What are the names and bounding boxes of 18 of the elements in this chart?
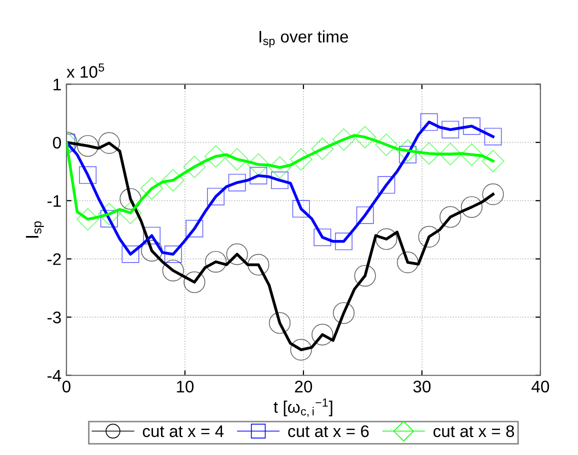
y-tick-label: 0 <box>52 136 61 149</box>
y-tick-label: -2 <box>48 253 61 265</box>
x-axis-title: t [ω$_{c,i}$$^{−1}$] <box>274 398 332 417</box>
x-tick-label: 30 <box>413 380 431 392</box>
x-tick-label: 10 <box>176 380 194 392</box>
y-tick-label: -4 <box>48 370 62 382</box>
y-tick-label: 1 <box>54 78 61 90</box>
y-tick-label: -1 <box>48 195 61 207</box>
text: x 10$^{5}$ <box>66 63 104 78</box>
legend-label: cut at x = 6 <box>288 425 369 438</box>
y-axis-title: I$_{sp}$ <box>26 221 44 238</box>
x-tick-label: 40 <box>532 380 550 392</box>
x-tick-label: 0 <box>62 380 70 392</box>
x-tick-label: 20 <box>295 380 312 392</box>
y-tick-label: -3 <box>48 312 61 324</box>
legend-label: cut at x = 8 <box>433 425 514 438</box>
chart-title: I$_{sp}$ over time <box>260 30 348 48</box>
legend-label: cut at x = 4 <box>142 426 224 438</box>
